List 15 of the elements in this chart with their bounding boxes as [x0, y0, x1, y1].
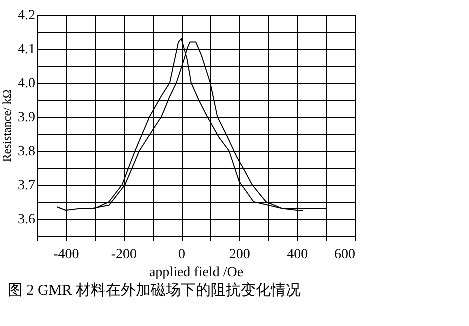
x-tick-label: 600 [334, 248, 356, 262]
y-tick-label: 4.2 [18, 8, 36, 24]
x-tick-label: 400 [287, 248, 308, 262]
y-tick-label: 4.1 [18, 42, 36, 58]
y-tick-label: 3.8 [18, 144, 36, 160]
y-axis-title: Resistance/ kΩ [0, 90, 14, 162]
x-tick-label: 200 [229, 248, 250, 262]
y-tick-label: 3.9 [18, 110, 36, 126]
x-tick-label: 0 [178, 248, 186, 262]
y-tick-label: 3.7 [18, 178, 36, 194]
x-tick-label: -200 [111, 248, 138, 262]
y-tick-label: 3.6 [18, 212, 36, 228]
caption: 图 2 GMR 材料在外加磁场下的阻抗变化情况 [8, 282, 302, 300]
x-tick-label: -400 [54, 248, 80, 262]
y-tick-label: 4.0 [18, 76, 36, 92]
